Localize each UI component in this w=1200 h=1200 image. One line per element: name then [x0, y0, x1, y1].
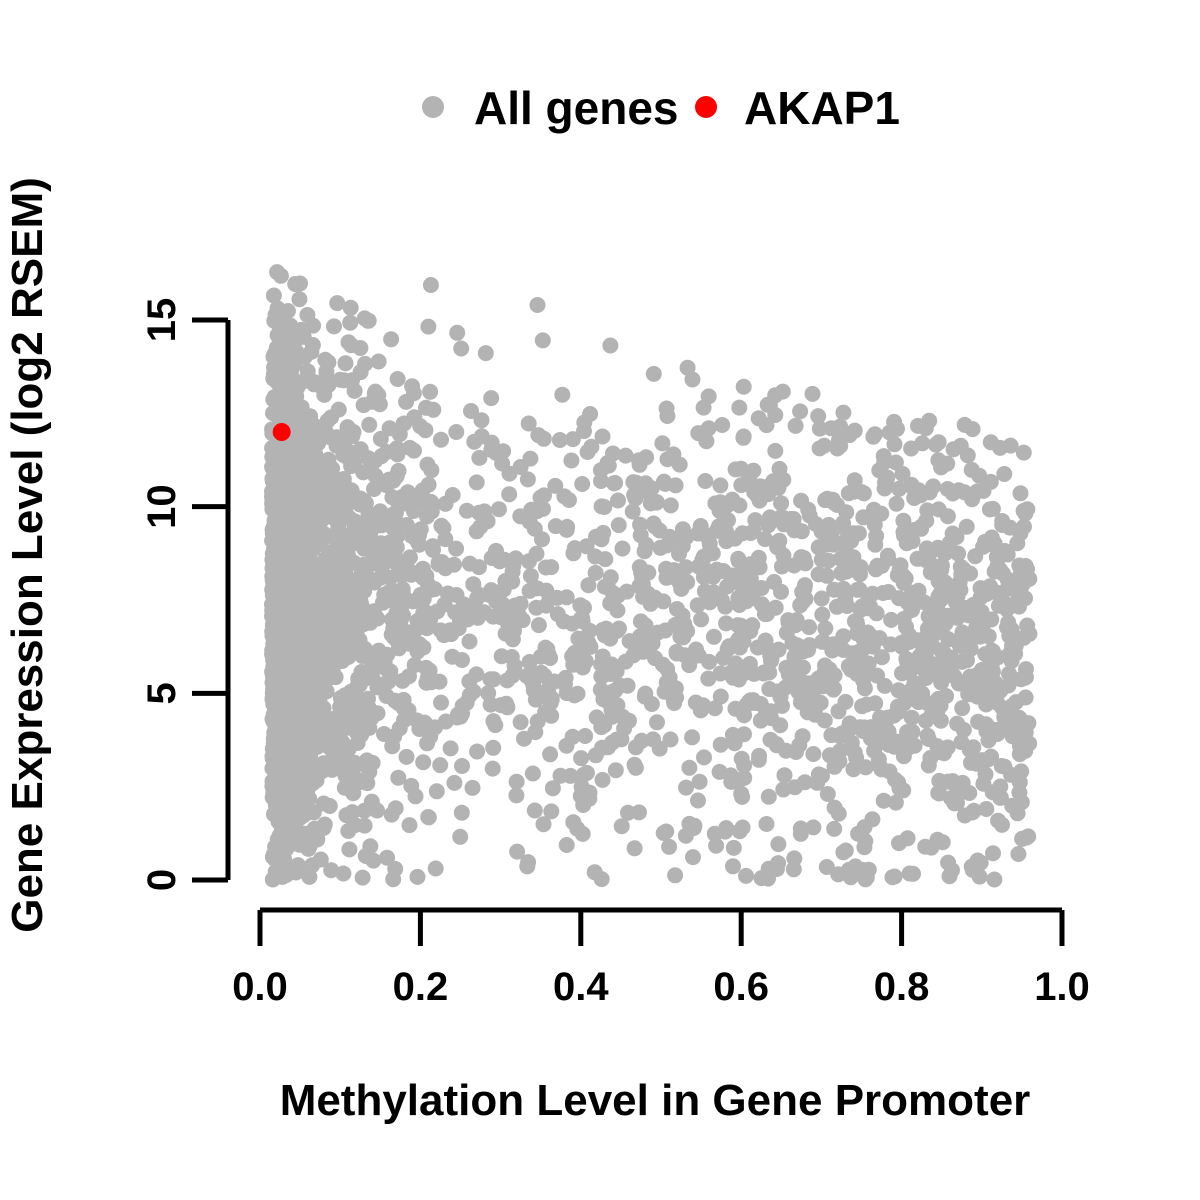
x-axis-title: Methylation Level in Gene Promoter: [280, 1076, 1031, 1125]
x-tick-label: 1.0: [1034, 965, 1090, 1009]
x-tick-label: 0.4: [553, 965, 609, 1009]
legend-marker-all-genes: [422, 96, 444, 118]
y-tick-label: 10: [140, 484, 184, 528]
legend-label-all-genes: All genes: [474, 82, 679, 134]
legend-label-akap1: AKAP1: [744, 82, 900, 134]
legend-marker-akap1: [695, 96, 717, 118]
all-genes-point-cloud: [264, 264, 1038, 888]
series-akap1-points: [272, 423, 291, 441]
y-tick-label: 15: [140, 298, 184, 343]
akap1-data-point[interactable]: [272, 423, 291, 441]
x-tick-label: 0.8: [874, 965, 930, 1009]
y-tick-label: 0: [140, 869, 184, 891]
x-axis-ticks: 0.0 0.2 0.4 0.6 0.8 1.0: [232, 910, 1090, 1009]
series-all-genes-points: [264, 264, 1038, 888]
y-axis: 0 5 10 15: [140, 298, 231, 891]
x-tick-label: 0.6: [713, 965, 769, 1009]
y-axis-title: Gene Expression Level (log2 RSEM): [3, 177, 52, 933]
x-axis: 0.0 0.2 0.4 0.6 0.8 1.0: [232, 907, 1090, 1009]
y-axis-ticks: 0 5 10 15: [140, 298, 228, 891]
legend: All genes AKAP1: [422, 82, 900, 134]
y-tick-label: 5: [140, 682, 184, 704]
x-tick-label: 0.2: [393, 965, 449, 1009]
x-tick-label: 0.0: [232, 965, 288, 1009]
